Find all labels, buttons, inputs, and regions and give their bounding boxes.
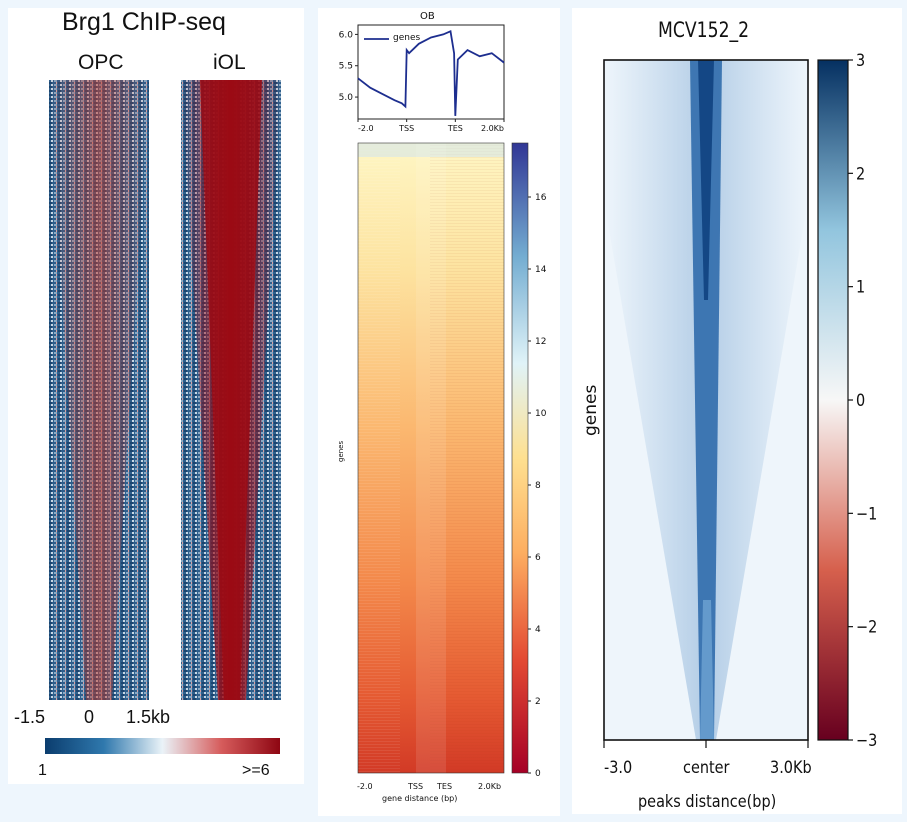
iol-label: iOL <box>213 51 246 74</box>
brg1-xtick-right: 1.5kb <box>126 707 171 727</box>
ob-colorbar-tick-label: 8 <box>535 481 541 491</box>
ob-colorbar-tick-label: 6 <box>535 553 541 563</box>
ob-profile-box <box>357 24 505 120</box>
ob-colorbar-tick-label: 2 <box>535 697 541 707</box>
mcv-colorbar-tick-label: −1 <box>856 503 877 523</box>
mcv-colorbar <box>817 59 849 741</box>
mcv-ylabel: genes <box>581 384 601 436</box>
mcv-colorbar-tick-label: 2 <box>856 163 865 183</box>
ob-xlabel: gene distance (bp) <box>382 794 458 803</box>
ob-profile-ytick-label: 6.0 <box>339 30 354 40</box>
ob-colorbar-tick-label: 16 <box>535 193 547 203</box>
brg1-colorbar <box>45 738 280 754</box>
ob-colorbar-tick-label: 0 <box>535 769 541 779</box>
mcv-colorbar-tick-label: −2 <box>856 617 877 637</box>
ob-xtick-4: 2.0Kb <box>478 782 502 791</box>
mcv-colorbar-ticks: 3 2 1 0 −1 −2 −3 <box>848 50 877 750</box>
ob-colorbar-tick-label: 4 <box>535 625 541 635</box>
ob-profile-xticks: -2.0 TSS TES 2.0Kb <box>357 119 505 133</box>
ob-profile-line <box>357 30 505 116</box>
ob-profile-xtick-label: TSS <box>398 124 414 133</box>
ob-xtick-1: -2.0 <box>357 782 373 791</box>
brg1-colorbar-max: >=6 <box>242 762 270 779</box>
ob-profile-ytick-label: 5.0 <box>339 93 354 103</box>
ob-colorbar-tick-label: 10 <box>535 409 547 419</box>
ob-profile-ytick-label: 5.5 <box>339 62 353 72</box>
brg1-colorbar-min: 1 <box>38 762 47 779</box>
mcv-xtick-center: center <box>683 758 730 778</box>
ob-profile-xtick-label: TES <box>447 124 463 133</box>
brg1-title: Brg1 ChIP-seq <box>62 8 226 36</box>
ob-colorbar-tick-label: 14 <box>535 265 547 275</box>
mcv-xlabel: peaks distance(bp) <box>638 792 777 812</box>
ob-legend-label: genes <box>393 33 421 43</box>
ob-profile-yticks: 5.0 5.5 6.0 <box>339 30 358 103</box>
mcv-colorbar-tick-label: 1 <box>856 277 865 297</box>
brg1-xtick-mid: 0 <box>84 707 95 727</box>
mcv-colorbar-tick-label: 0 <box>856 390 865 410</box>
ob-colorbar-tick-label: 12 <box>535 337 546 347</box>
ob-colorbar-ticks: 0 2 4 6 8 10 12 14 16 <box>528 193 547 779</box>
ob-profile-xtick-label: 2.0Kb <box>481 124 504 133</box>
mcv-xticks <box>603 740 809 748</box>
ob-colorbar <box>511 142 529 774</box>
mcv-title: MCV152_2 <box>658 18 750 42</box>
ob-xtick-3: TES <box>437 782 453 791</box>
opc-label: OPC <box>78 51 124 74</box>
ob-profile-xtick-label: -2.0 <box>358 124 374 133</box>
mcv-colorbar-tick-label: −3 <box>856 730 877 750</box>
ob-xtick-2: TSS <box>408 782 424 791</box>
mcv-colorbar-tick-label: 3 <box>856 50 865 70</box>
brg1-xtick-left: -1.5 <box>14 707 46 727</box>
mcv-xtick-right: 3.0Kb <box>770 758 812 778</box>
ob-title: OB <box>420 11 435 22</box>
mcv-xtick-left: -3.0 <box>604 758 633 778</box>
